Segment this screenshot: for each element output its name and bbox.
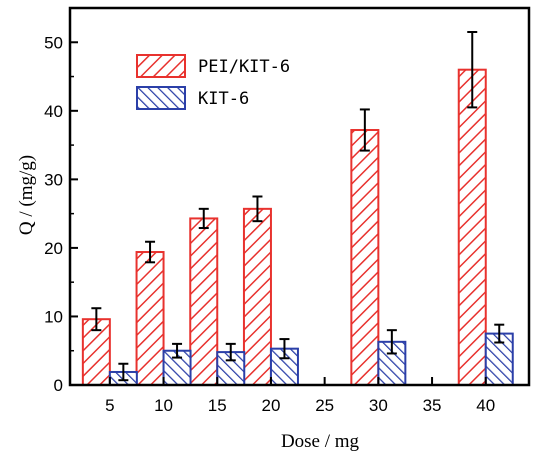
y-tick-label: 10 (44, 307, 63, 326)
y-tick-label: 0 (54, 376, 63, 395)
x-axis-title: Dose / mg (281, 431, 360, 452)
x-tick-label: 40 (476, 396, 495, 415)
y-axis: 0 10 20 30 40 50 (44, 33, 78, 395)
bar-pei-kit6-40 (457, 68, 487, 386)
legend-swatch-kit6 (136, 86, 186, 110)
legend: PEI/KIT-6 KIT-6 (136, 54, 290, 110)
bar-pei-kit6-15 (189, 217, 219, 386)
y-tick-label: 30 (44, 170, 63, 189)
bar-pei-kit6-10 (135, 251, 165, 386)
error-bars-layer (91, 30, 505, 382)
legend-swatch-pei-kit6 (136, 54, 186, 78)
y-tick-label: 50 (44, 33, 63, 52)
x-tick-label: 35 (423, 396, 442, 415)
x-tick-label: 20 (261, 396, 280, 415)
y-axis-title: Q / (mg/g) (16, 155, 37, 235)
x-tick-label: 15 (208, 396, 227, 415)
x-tick-label: 5 (105, 396, 114, 415)
y-tick-label: 20 (44, 239, 63, 258)
y-tick-label: 40 (44, 102, 63, 121)
legend-label-pei-kit6: PEI/KIT-6 (198, 57, 290, 77)
x-tick-label: 25 (315, 396, 334, 415)
bar-pei-kit6-30 (350, 129, 380, 386)
x-axis: 5 10 15 20 25 30 35 40 (105, 377, 495, 415)
legend-label-kit6: KIT-6 (198, 89, 249, 109)
x-tick-label: 10 (154, 396, 173, 415)
plot-frame (68, 6, 531, 387)
bar-pei-kit6-20 (242, 207, 272, 386)
bars-layer (81, 68, 514, 387)
x-tick-label: 30 (369, 396, 388, 415)
